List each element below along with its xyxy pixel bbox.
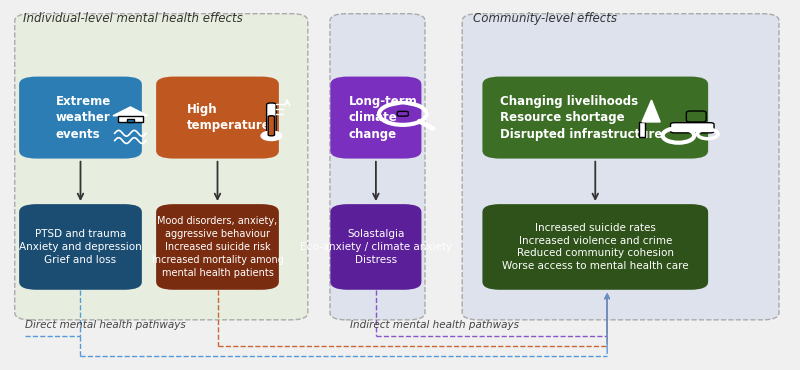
Polygon shape xyxy=(113,107,148,116)
Text: Changing livelihoods
Resource shortage
Disrupted infrastructure: Changing livelihoods Resource shortage D… xyxy=(501,95,663,141)
Text: Long-term
climate
change: Long-term climate change xyxy=(349,95,418,141)
FancyBboxPatch shape xyxy=(14,14,308,320)
FancyBboxPatch shape xyxy=(330,77,422,159)
Text: PTSD and trauma
Anxiety and depression
Grief and loss: PTSD and trauma Anxiety and depression G… xyxy=(19,229,142,265)
FancyBboxPatch shape xyxy=(482,77,708,159)
FancyBboxPatch shape xyxy=(398,111,408,116)
FancyBboxPatch shape xyxy=(266,103,276,136)
Circle shape xyxy=(396,105,410,112)
FancyBboxPatch shape xyxy=(686,111,706,122)
FancyBboxPatch shape xyxy=(330,204,422,290)
FancyBboxPatch shape xyxy=(19,77,142,159)
FancyBboxPatch shape xyxy=(670,123,714,133)
Polygon shape xyxy=(642,100,660,122)
FancyBboxPatch shape xyxy=(639,122,645,137)
FancyBboxPatch shape xyxy=(330,14,425,320)
Text: Indirect mental health pathways: Indirect mental health pathways xyxy=(350,320,518,330)
FancyBboxPatch shape xyxy=(19,204,142,290)
Text: Extreme
weather
events: Extreme weather events xyxy=(56,95,111,141)
FancyBboxPatch shape xyxy=(268,116,274,136)
Text: Mood disorders, anxiety,
aggressive behaviour
Increased suicide risk
Increased m: Mood disorders, anxiety, aggressive beha… xyxy=(151,216,283,278)
Circle shape xyxy=(261,131,282,141)
FancyBboxPatch shape xyxy=(462,14,779,320)
Text: Solastalgia
Eco-anxiety / climate anxiety
Distress: Solastalgia Eco-anxiety / climate anxiet… xyxy=(300,229,452,265)
Text: Direct mental health pathways: Direct mental health pathways xyxy=(25,320,186,330)
Text: Individual-level mental health effects: Individual-level mental health effects xyxy=(22,12,242,25)
Text: High
temperatures: High temperatures xyxy=(187,103,278,132)
FancyBboxPatch shape xyxy=(118,115,142,122)
FancyBboxPatch shape xyxy=(127,118,134,122)
Text: Increased suicide rates
Increased violence and crime
Reduced community cohesion
: Increased suicide rates Increased violen… xyxy=(502,223,689,271)
FancyBboxPatch shape xyxy=(156,77,279,159)
FancyBboxPatch shape xyxy=(482,204,708,290)
FancyBboxPatch shape xyxy=(156,204,279,290)
Text: Community-level effects: Community-level effects xyxy=(473,12,617,25)
